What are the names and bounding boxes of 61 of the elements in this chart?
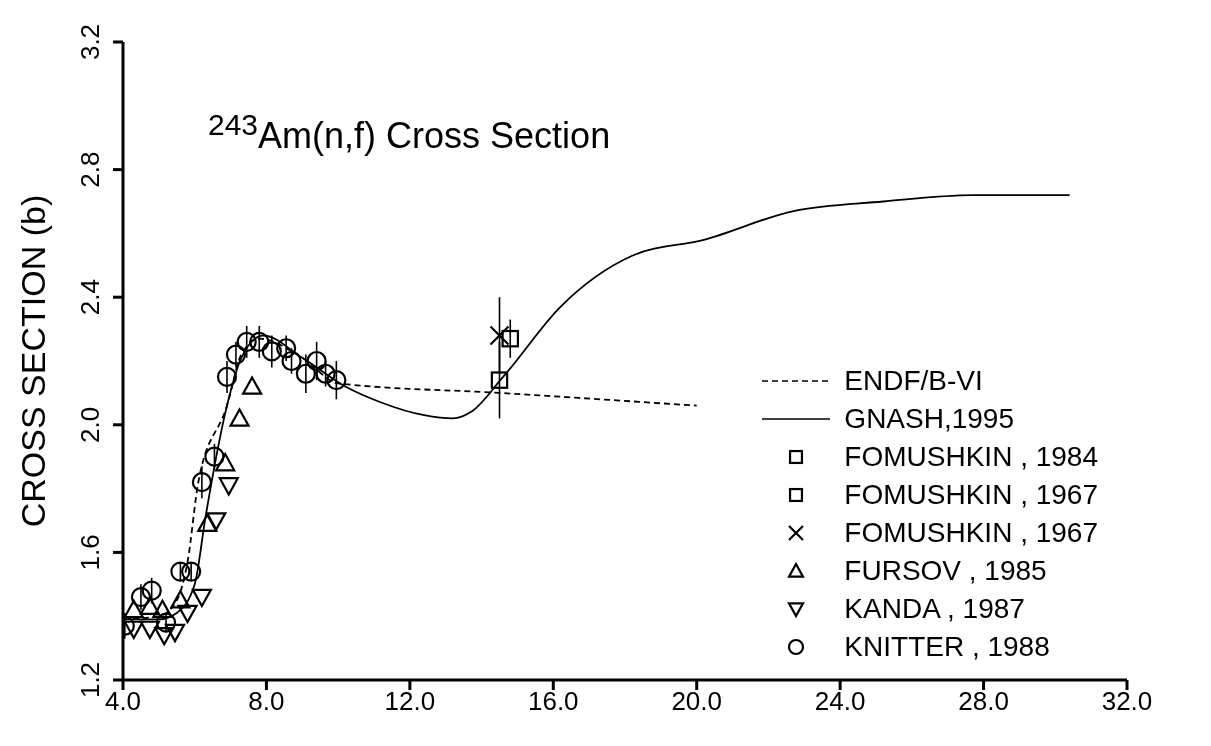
legend-label: FURSOV , 1985 <box>844 554 1047 588</box>
point <box>123 599 144 619</box>
y-axis-title: CROSS SECTION (b) <box>14 194 53 528</box>
point <box>177 604 198 624</box>
point <box>170 561 191 582</box>
point <box>139 596 160 615</box>
point <box>164 623 186 643</box>
point <box>197 513 218 532</box>
point <box>276 338 297 359</box>
x-tick-label: 12.0 <box>384 686 436 717</box>
point <box>241 376 263 395</box>
point <box>130 586 152 608</box>
point <box>191 472 212 493</box>
legend-label: KNITTER , 1988 <box>844 630 1050 664</box>
x-tick-label: 16.0 <box>527 686 579 717</box>
text: $^{243}$Am(n,f) Cross Section <box>208 108 611 157</box>
point <box>489 325 510 346</box>
point <box>225 344 247 365</box>
point <box>501 329 520 348</box>
y-tick-label: 2.4 <box>75 279 105 316</box>
x-tick-label: 20.0 <box>671 686 723 717</box>
point <box>139 620 160 640</box>
y-tick-label: 2.0 <box>75 406 105 443</box>
legend-label: KANDA , 1987 <box>844 592 1025 626</box>
point <box>215 452 236 472</box>
point <box>206 512 227 531</box>
point <box>261 341 282 362</box>
point <box>229 408 250 427</box>
point <box>326 370 347 391</box>
point <box>154 627 175 646</box>
point <box>315 363 336 384</box>
legend-label: FOMUSHKIN , 1967 <box>844 478 1098 512</box>
point <box>170 590 191 609</box>
x-tick-label: 32.0 <box>1101 686 1153 717</box>
point <box>281 350 302 372</box>
point <box>218 477 239 496</box>
legend-label: GNASH,1995 <box>844 402 1014 436</box>
y-tick-label: 1.6 <box>75 534 105 571</box>
y-tick-label: 1.2 <box>75 661 105 699</box>
point <box>306 350 327 372</box>
point <box>141 580 162 601</box>
point <box>152 599 173 619</box>
x-tick-label: 28.0 <box>958 686 1009 717</box>
x-tick-label: 4.0 <box>104 686 142 717</box>
point <box>249 331 270 352</box>
legend-label: FOMUSHKIN , 1967 <box>844 516 1098 550</box>
point <box>490 371 509 389</box>
point <box>123 620 144 640</box>
legend-label: ENDF/B-VI <box>844 364 983 398</box>
point <box>216 366 238 388</box>
point <box>181 561 202 582</box>
y-tick-label: 2.8 <box>75 151 105 188</box>
point <box>295 363 316 384</box>
point <box>155 612 177 633</box>
point <box>236 331 257 352</box>
x-tick-label: 24.0 <box>814 686 866 717</box>
y-tick-label: 3.2 <box>75 23 105 61</box>
point <box>204 446 225 467</box>
legend-label: FOMUSHKIN , 1984 <box>844 440 1098 474</box>
x-tick-label: 8.0 <box>248 686 285 717</box>
point <box>191 588 212 608</box>
